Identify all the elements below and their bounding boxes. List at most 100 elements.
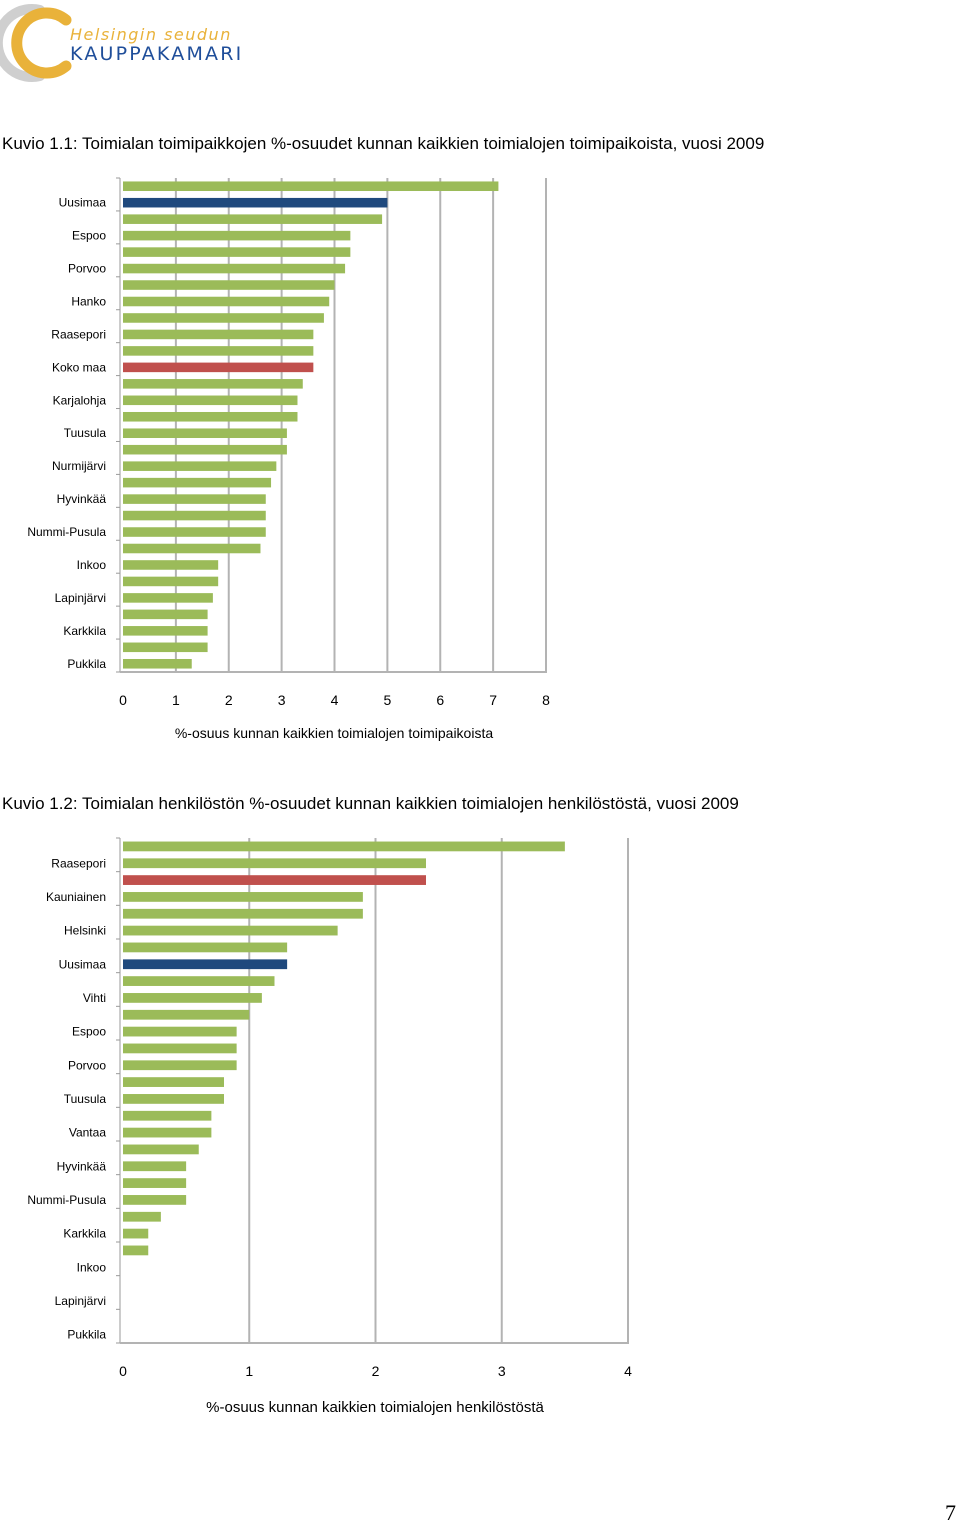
bar bbox=[123, 1228, 149, 1239]
bar bbox=[123, 527, 266, 537]
bar bbox=[123, 1245, 149, 1256]
category-label: Nurmijärvi bbox=[52, 459, 106, 473]
x-tick-label: 7 bbox=[489, 692, 497, 708]
bar bbox=[123, 841, 565, 852]
bar bbox=[123, 247, 351, 257]
bar bbox=[123, 1161, 187, 1172]
bar bbox=[123, 976, 275, 986]
bar bbox=[123, 263, 346, 274]
category-label: Kauniainen bbox=[46, 890, 106, 904]
chart-2: Raasepori Kauniainen Helsinki Uusimaa Vihti E… bbox=[27, 837, 632, 1416]
bar bbox=[123, 1077, 224, 1087]
x-tick-label: 1 bbox=[245, 1363, 253, 1379]
bar bbox=[123, 1043, 237, 1054]
category-label: Hyvinkää bbox=[57, 492, 107, 506]
x-axis-title: %-osuus kunnan kaikkien toimialojen henk… bbox=[206, 1399, 544, 1416]
bar bbox=[123, 925, 338, 936]
bar bbox=[123, 1144, 199, 1155]
bar bbox=[123, 908, 363, 919]
bar bbox=[123, 181, 499, 192]
x-tick-label: 5 bbox=[383, 692, 391, 708]
category-label: Nummi-Pusula bbox=[27, 1193, 106, 1207]
bar bbox=[123, 444, 287, 455]
logo-text-bottom: KAUPPAKAMARI bbox=[70, 43, 243, 65]
category-label: Karkkila bbox=[63, 624, 106, 638]
category-label: Pukkila bbox=[67, 657, 106, 671]
category-label: Tuusula bbox=[64, 426, 107, 440]
bar bbox=[123, 362, 314, 373]
category-label: Vihti bbox=[83, 991, 106, 1005]
category-label: Hyvinkää bbox=[57, 1159, 107, 1173]
x-tick-label: 4 bbox=[331, 692, 339, 708]
figure-2-title: Kuvio 1.2: Toimialan henkilöstön %-osuud… bbox=[2, 794, 739, 813]
category-label: Koko maa bbox=[52, 360, 106, 374]
bar bbox=[123, 379, 303, 389]
chart-1: Uusimaa Espoo Porvoo Hanko Raasepori Koko maa… bbox=[27, 177, 550, 741]
bar bbox=[123, 875, 426, 885]
category-label: Vantaa bbox=[69, 1126, 106, 1140]
category-label: Espoo bbox=[72, 1025, 106, 1039]
bar bbox=[123, 626, 208, 636]
bar bbox=[123, 230, 351, 241]
x-tick-label: 4 bbox=[624, 1363, 632, 1379]
page-number: 7 bbox=[945, 1500, 956, 1525]
category-label: Lapinjärvi bbox=[55, 591, 106, 605]
bar bbox=[123, 942, 288, 953]
x-tick-label: 0 bbox=[119, 1363, 127, 1379]
figure-1-title: Kuvio 1.1: Toimialan toimipaikkojen %-os… bbox=[2, 134, 765, 153]
x-tick-label: 3 bbox=[498, 1363, 506, 1379]
bar bbox=[123, 609, 208, 620]
bar bbox=[123, 993, 262, 1003]
category-label: Tuusula bbox=[64, 1092, 107, 1106]
x-axis-title: %-osuus kunnan kaikkien toimialojen toim… bbox=[175, 725, 493, 741]
category-label: Raasepori bbox=[51, 327, 106, 341]
bar bbox=[123, 329, 314, 340]
category-label: Uusimaa bbox=[59, 957, 107, 971]
category-label: Pukkila bbox=[67, 1328, 106, 1342]
category-label: Karkkila bbox=[63, 1227, 106, 1241]
bar bbox=[123, 543, 261, 554]
x-tick-label: 6 bbox=[436, 692, 444, 708]
bar bbox=[123, 560, 219, 570]
bar bbox=[123, 428, 287, 439]
kauppakamari-logo: Helsingin seudun KAUPPAKAMARI bbox=[0, 4, 243, 82]
bar bbox=[123, 1094, 224, 1104]
logo-ring bbox=[11, 7, 72, 79]
category-label: Nummi-Pusula bbox=[27, 525, 106, 539]
category-label: Espoo bbox=[72, 229, 106, 243]
category-label: Hanko bbox=[71, 295, 106, 309]
bar bbox=[123, 346, 314, 356]
x-tick-label: 1 bbox=[172, 692, 180, 708]
bar bbox=[123, 313, 324, 323]
x-tick-label: 2 bbox=[372, 1363, 380, 1379]
category-label: Helsinki bbox=[64, 924, 106, 938]
x-tick-label: 2 bbox=[225, 692, 233, 708]
bar bbox=[123, 214, 383, 224]
bar bbox=[123, 1178, 187, 1188]
category-label: Inkoo bbox=[77, 558, 107, 572]
bar bbox=[123, 411, 298, 422]
category-label: Karjalohja bbox=[53, 393, 107, 407]
logo-ring-shadow bbox=[0, 4, 45, 82]
bar bbox=[123, 1060, 237, 1071]
category-label: Raasepori bbox=[51, 856, 106, 870]
bar bbox=[123, 593, 213, 603]
bar bbox=[123, 642, 208, 653]
bar bbox=[123, 576, 219, 587]
category-label: Porvoo bbox=[68, 262, 106, 276]
bar bbox=[123, 461, 277, 471]
bar bbox=[123, 892, 363, 902]
logo-text-top: Helsingin seudun bbox=[70, 25, 232, 44]
category-label: Lapinjärvi bbox=[55, 1294, 106, 1308]
bar bbox=[123, 1211, 161, 1222]
bar bbox=[123, 197, 388, 208]
category-label: Uusimaa bbox=[59, 196, 107, 210]
x-tick-label: 0 bbox=[119, 692, 127, 708]
bar bbox=[123, 858, 426, 869]
bar bbox=[123, 1026, 237, 1037]
x-tick-label: 3 bbox=[278, 692, 286, 708]
bar bbox=[123, 280, 335, 290]
bar bbox=[123, 1127, 212, 1138]
category-label: Porvoo bbox=[68, 1058, 106, 1072]
bar bbox=[123, 658, 192, 669]
